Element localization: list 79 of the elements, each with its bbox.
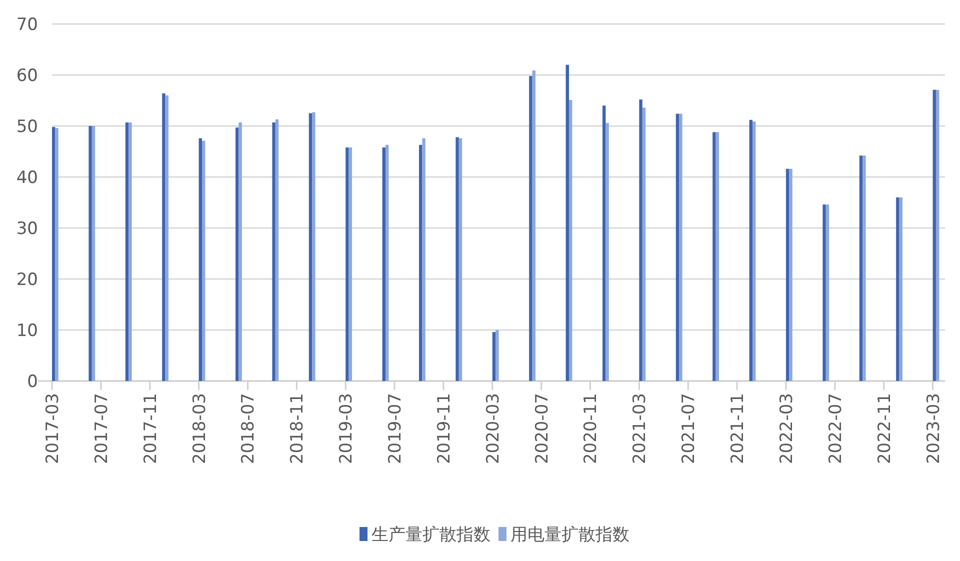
bar: [932, 90, 936, 381]
bar: [198, 138, 202, 381]
bar: [422, 138, 426, 381]
bar: [346, 147, 349, 381]
bar: [716, 132, 719, 381]
bar: [602, 106, 606, 381]
bar: [862, 156, 866, 381]
bar: [676, 114, 680, 381]
bar: [92, 126, 96, 381]
bar: [272, 122, 276, 381]
x-tick-label: 2022-07: [826, 393, 846, 464]
x-tick-label: 2021-07: [679, 393, 700, 464]
bar: [496, 330, 499, 381]
x-tick-label: 2019-07: [386, 393, 406, 464]
bar: [899, 197, 902, 381]
bar: [822, 204, 826, 381]
bar: [88, 126, 92, 381]
legend-label: 用电量扩散指数: [510, 525, 630, 545]
y-tick-label: 20: [16, 270, 38, 290]
x-tick-label: 2023-03: [924, 393, 944, 464]
y-tick-label: 50: [16, 117, 38, 137]
bar: [456, 137, 459, 381]
bar: [385, 144, 389, 381]
bar: [749, 120, 752, 381]
x-tick-label: 2022-03: [776, 393, 797, 464]
bar: [348, 147, 352, 381]
x-tick-label: 2017-11: [140, 393, 161, 464]
x-tick-label: 2018-03: [190, 393, 210, 464]
x-tick-label: 2021-03: [630, 393, 650, 464]
bar: [639, 99, 642, 381]
bar: [128, 122, 132, 381]
bar: [642, 108, 646, 381]
bar: [712, 132, 716, 381]
bar: [896, 197, 900, 381]
bar: [529, 76, 532, 381]
bar: [418, 144, 422, 381]
bar: [859, 156, 863, 381]
x-tick-label: 2020-11: [581, 393, 602, 464]
x-tick-label: 2019-11: [434, 393, 454, 464]
bar: [165, 95, 168, 381]
x-tick-label: 2020-07: [532, 393, 552, 464]
bar: [532, 70, 536, 381]
bar: [679, 114, 682, 381]
bar: [238, 122, 242, 381]
x-tick-label: 2018-07: [238, 393, 259, 464]
y-tick-label: 10: [16, 321, 38, 341]
x-tick-label: 2019-03: [336, 393, 357, 464]
bar: [566, 64, 569, 381]
bar: [55, 128, 58, 381]
bar: [235, 128, 239, 381]
x-tick-label: 2017-03: [43, 393, 63, 464]
x-tick-label: 2021-11: [728, 393, 748, 464]
y-tick-label: 30: [16, 219, 38, 239]
x-tick-label: 2018-11: [288, 393, 308, 464]
bar: [492, 332, 496, 381]
bar: [458, 138, 462, 381]
bar: [312, 112, 316, 381]
bar: [606, 122, 609, 381]
x-tick-label: 2020-03: [483, 393, 504, 464]
bar: [786, 168, 790, 381]
bar: [162, 93, 166, 381]
y-tick-label: 0: [27, 372, 38, 392]
bar: [936, 90, 940, 381]
bar: [789, 168, 792, 381]
y-tick-label: 70: [16, 15, 38, 35]
bar: [752, 121, 756, 381]
y-tick-label: 60: [16, 66, 38, 86]
y-tick-label: 40: [16, 168, 38, 188]
bar: [202, 140, 206, 381]
bar: [125, 122, 129, 381]
bar: [52, 127, 56, 381]
x-tick-label: 2022-11: [874, 393, 895, 464]
bar: [275, 119, 279, 381]
x-tick-label: 2017-07: [92, 393, 112, 464]
legend-label: 生产量扩散指数: [372, 525, 490, 545]
bar: [308, 113, 312, 381]
bar: [382, 147, 386, 381]
bar: [568, 100, 572, 381]
bar: [826, 204, 830, 381]
